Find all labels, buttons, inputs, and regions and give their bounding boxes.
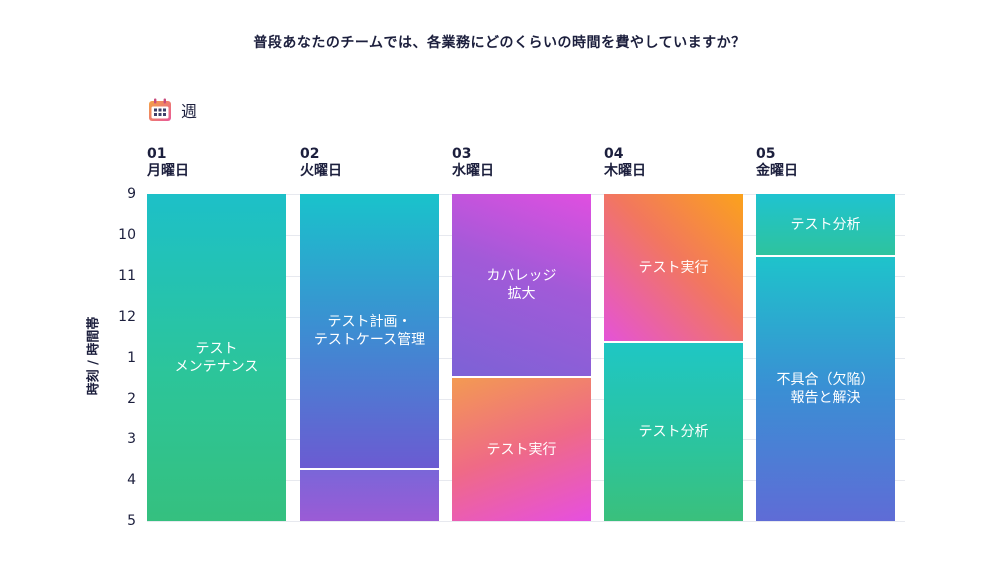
task-block[interactable] [300, 470, 439, 521]
task-label: テスト実行 [486, 441, 557, 458]
week-label: 週 [181, 102, 198, 121]
calendar-icon [149, 98, 171, 121]
task-label: 不具合（欠陥） 報告と解決 [776, 372, 875, 406]
task-label: テスト分析 [790, 216, 861, 233]
task-label: カバレッジ 拡大 [486, 268, 557, 302]
task-label: テスト計画・ テストケース管理 [313, 314, 426, 348]
y-axis-label: 時刻 / 時間帯 [86, 316, 102, 396]
y-tick-label: 4 [127, 472, 136, 488]
task-block[interactable]: 不具合（欠陥） 報告と解決 [756, 257, 895, 521]
task-block[interactable]: テスト実行 [604, 194, 743, 341]
task-label: テスト メンテナンス [174, 340, 259, 375]
y-tick-label: 5 [127, 513, 136, 529]
task-label: テスト実行 [638, 259, 709, 276]
task-block[interactable]: テスト分析 [756, 194, 895, 255]
day-name: 木曜日 [604, 163, 646, 179]
day-name: 火曜日 [300, 163, 342, 179]
day-number: 03 [452, 146, 472, 162]
day-number: 05 [756, 146, 776, 162]
task-block[interactable]: テスト メンテナンス [147, 194, 286, 521]
task-block[interactable]: テスト計画・ テストケース管理 [300, 194, 439, 468]
day-name: 月曜日 [147, 163, 189, 179]
day-number: 01 [147, 146, 167, 162]
week-view-selector[interactable]: 週 [147, 96, 197, 124]
day-header: 01 月曜日 [147, 146, 287, 180]
day-header: 05 金曜日 [756, 146, 896, 180]
task-block[interactable]: カバレッジ 拡大 [452, 194, 591, 376]
y-tick-label: 9 [127, 186, 136, 202]
day-name: 金曜日 [756, 163, 798, 179]
y-tick-label: 10 [118, 227, 136, 243]
y-tick-label: 11 [118, 268, 136, 284]
day-number: 02 [300, 146, 320, 162]
y-tick-label: 3 [127, 431, 136, 447]
task-label: テスト分析 [638, 424, 709, 440]
grid-line [147, 521, 905, 522]
task-block[interactable]: テスト実行 [452, 378, 591, 521]
day-header: 03 水曜日 [452, 146, 592, 180]
day-name: 水曜日 [452, 163, 494, 179]
day-header: 02 火曜日 [300, 146, 440, 180]
y-tick-label: 2 [127, 391, 136, 407]
day-number: 04 [604, 146, 624, 162]
y-tick-label: 12 [118, 309, 136, 325]
task-block[interactable]: テスト分析 [604, 343, 743, 521]
page-title: 普段あなたのチームでは、各業務にどのくらいの時間を費やしていますか？ [253, 35, 746, 51]
day-header: 04 木曜日 [604, 146, 744, 180]
y-tick-label: 1 [127, 350, 136, 366]
